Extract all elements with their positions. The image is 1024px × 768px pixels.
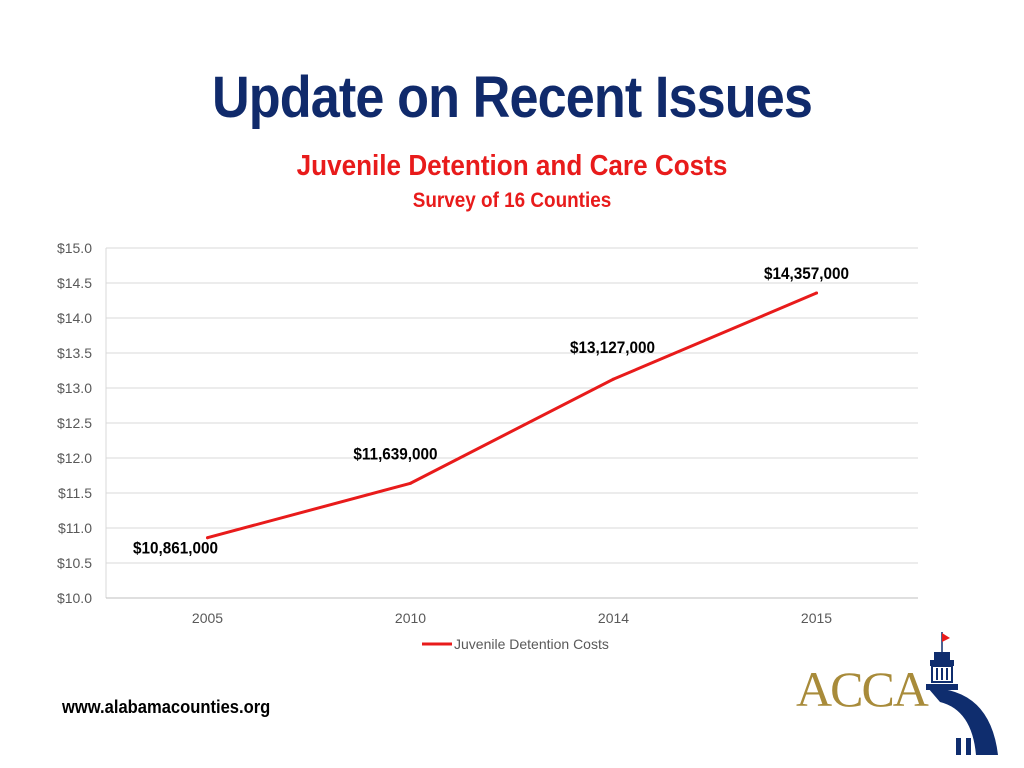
y-tick-label: $12.5 xyxy=(57,415,92,431)
y-tick-label: $13.5 xyxy=(57,345,92,361)
x-tick-label: 2015 xyxy=(801,610,832,626)
series-line xyxy=(206,291,818,540)
acca-logo: ACCA xyxy=(790,630,1000,755)
footer-url[interactable]: www.alabamacounties.org xyxy=(62,697,271,717)
y-tick-label: $11.0 xyxy=(58,520,92,536)
data-label: $10,861,000 xyxy=(133,539,218,558)
x-tick-label: 2005 xyxy=(192,610,223,626)
chart-subtitle: Survey of 16 Counties xyxy=(412,189,612,212)
chart-title: Juvenile Detention and Care Costs xyxy=(296,150,728,182)
y-tick-label: $12.0 xyxy=(57,450,92,466)
data-point xyxy=(815,291,818,295)
data-label: $13,127,000 xyxy=(570,338,655,357)
y-tick-label: $14.5 xyxy=(57,275,92,291)
y-tick-label: $13.0 xyxy=(57,380,92,396)
data-label: $11,639,000 xyxy=(353,445,437,464)
y-tick-label: $14.0 xyxy=(57,310,92,326)
logo-text: ACCA xyxy=(796,661,929,717)
y-tick-label: $15.0 xyxy=(57,240,92,256)
data-label: $14,357,000 xyxy=(764,264,849,283)
y-tick-label: $10.5 xyxy=(57,555,92,571)
y-tick-label: $10.0 xyxy=(57,590,92,606)
slide-title: Update on Recent Issues xyxy=(211,65,813,130)
data-point xyxy=(409,481,412,485)
data-point xyxy=(206,536,209,540)
x-tick-label: 2010 xyxy=(395,610,426,626)
x-tick-label: 2014 xyxy=(598,610,629,626)
data-point xyxy=(612,377,615,381)
y-tick-label: $11.5 xyxy=(58,485,92,501)
legend-label: Juvenile Detention Costs xyxy=(454,636,609,652)
capitol-dome-icon xyxy=(926,632,998,755)
